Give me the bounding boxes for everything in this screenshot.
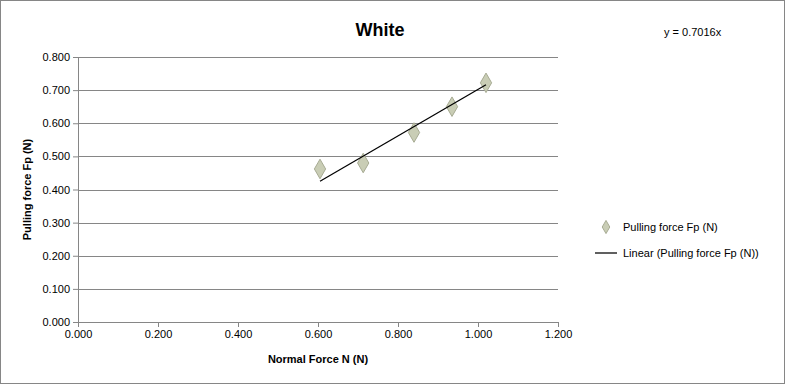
tick-label: 0.600 [305, 328, 333, 340]
tick-label: 0.400 [225, 328, 253, 340]
legend: Pulling force Fp (N) Linear (Pulling forc… [595, 220, 759, 259]
tick-mark [158, 322, 159, 327]
tick-label: 0.000 [65, 328, 93, 340]
tick: 0.500 [42, 150, 78, 162]
tick-mark [73, 256, 78, 257]
tick: 0.600 [42, 117, 78, 129]
tick-mark [73, 156, 78, 157]
grid-line [78, 123, 558, 124]
tick-mark [558, 322, 559, 327]
tick: 0.200 [42, 250, 78, 262]
tick-label: 1.000 [465, 328, 493, 340]
y-axis-title: Pulling force Fp (N) [21, 138, 33, 240]
tick-mark [73, 223, 78, 224]
tick: 1.000 [465, 322, 493, 340]
tick-label: 0.800 [42, 51, 70, 63]
tick-label: 0.700 [42, 84, 70, 96]
tick: 0.600 [305, 322, 333, 340]
tick: 0.800 [385, 322, 413, 340]
tick-mark [478, 322, 479, 327]
tick-mark [238, 322, 239, 327]
chart: 0.0000.2000.4000.6000.8001.0001.2000.000… [0, 0, 785, 384]
grid [78, 58, 558, 323]
tick-mark [73, 57, 78, 58]
y-axis: 0.000 0.100 0.200 0.300 0.400 0.500 0.600 0.700… [42, 51, 78, 328]
grid-line [78, 190, 558, 191]
tick-mark [73, 190, 78, 191]
data-point [480, 73, 491, 93]
tick-label: 0.000 [42, 316, 70, 328]
x-axis-title: Normal Force N (N) [268, 353, 369, 365]
annotation: y = 0.7016x [664, 26, 722, 38]
x-axis: 0.000 0.200 0.400 0.600 0.800 1.000 1.200 [65, 322, 573, 340]
tick: 0.300 [42, 217, 78, 229]
tick-mark [73, 123, 78, 124]
grid-line [78, 156, 558, 157]
tick-label: 0.200 [42, 250, 70, 262]
title: White [356, 20, 405, 40]
tick: 0.700 [42, 84, 78, 96]
tick-label: 0.800 [385, 328, 413, 340]
tick: 0.800 [42, 51, 78, 63]
tick: 0.400 [225, 322, 253, 340]
tick-label: 0.200 [145, 328, 173, 340]
tick-label: 1.200 [545, 328, 573, 340]
marks [314, 73, 491, 181]
axis-line [79, 323, 559, 328]
tick: 0.200 [145, 322, 173, 340]
tick-mark [73, 90, 78, 91]
tick-label: 0.500 [42, 150, 70, 162]
tick: 1.200 [545, 322, 573, 340]
tick-label: 0.300 [42, 217, 70, 229]
grid-line [78, 223, 558, 224]
axis-line [73, 58, 79, 323]
legend-line [595, 252, 617, 253]
tick: 0.400 [42, 184, 78, 196]
data-point [314, 159, 325, 179]
tick: 0.100 [42, 283, 78, 295]
legend-label: Linear (Pulling force Fp (N)) [623, 247, 759, 259]
tick-label: 0.100 [42, 283, 70, 295]
tick-label: 0.600 [42, 117, 70, 129]
tick-mark [73, 289, 78, 290]
grid-line [78, 256, 558, 257]
legend-label: Pulling force Fp (N) [623, 221, 718, 233]
trend-line [320, 85, 486, 181]
legend-marker [602, 220, 610, 233]
chart-border [1, 1, 785, 384]
grid-line [78, 57, 558, 58]
tick-label: 0.400 [42, 184, 70, 196]
tick: 0.000 [42, 316, 78, 328]
grid-line [78, 289, 558, 290]
tick-mark [73, 322, 78, 323]
data-point [408, 123, 419, 143]
tick-mark [398, 322, 399, 327]
tick-mark [318, 322, 319, 327]
